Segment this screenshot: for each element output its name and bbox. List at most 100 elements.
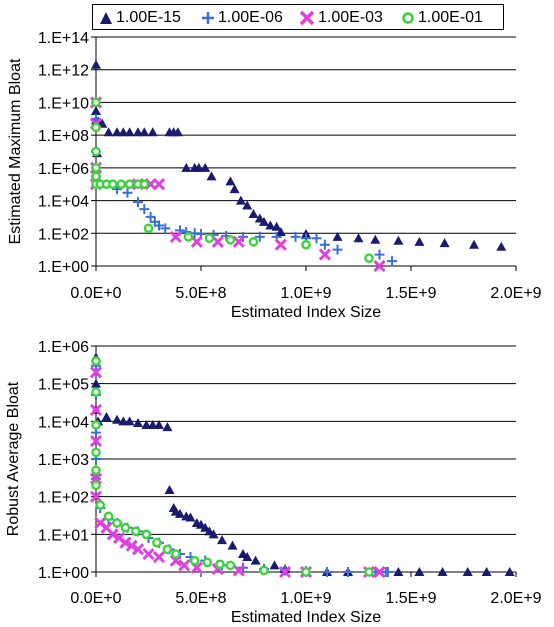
x-tick-label: 2.0E+9 xyxy=(490,590,541,607)
y-tick-label: 1.E+00 xyxy=(38,259,89,276)
legend-label: 1.00E-01 xyxy=(418,9,483,26)
data-point-x xyxy=(278,565,292,579)
data-point-triangle xyxy=(462,567,473,576)
data-point-plus xyxy=(332,244,343,255)
data-point-triangle xyxy=(124,416,135,426)
data-point-circle xyxy=(225,560,236,571)
data-point-circle xyxy=(202,557,213,568)
series-1.00E-03 xyxy=(89,366,386,579)
data-point-circle xyxy=(248,237,259,247)
y-tick-label: 1.E+03 xyxy=(38,452,89,469)
data-point-triangle xyxy=(141,419,152,429)
data-point-plus xyxy=(374,249,385,260)
data-point-plus xyxy=(133,197,143,208)
data-point-triangle xyxy=(437,567,448,576)
legend-item-3: 1.00E-03 xyxy=(299,8,383,28)
data-point-circle xyxy=(259,565,269,576)
data-point-triangle xyxy=(469,239,479,249)
data-point-circle xyxy=(91,387,101,397)
data-point-circle xyxy=(91,420,101,430)
data-point-triangle xyxy=(242,200,253,210)
data-point-triangle xyxy=(91,105,101,115)
data-point-triangle xyxy=(248,209,259,219)
data-point-triangle xyxy=(112,127,122,137)
data-point-circle xyxy=(124,179,135,190)
data-point-x xyxy=(119,536,132,549)
y-tick-label: 1.E+12 xyxy=(38,63,89,80)
y-axis-title: Robust Average Bloat xyxy=(5,381,22,536)
legend: 1.00E-15 1.00E-06 1.00E-03 1.00E-01 xyxy=(92,4,504,30)
data-point-circle xyxy=(364,253,374,263)
data-point-triangle xyxy=(118,127,129,137)
y-tick-label: 1.E+08 xyxy=(38,128,89,145)
data-point-triangle xyxy=(91,59,101,69)
data-point-circle xyxy=(91,163,101,173)
data-point-x xyxy=(373,565,386,579)
x-tick-label: 1.0E+9 xyxy=(280,590,331,607)
data-point-x xyxy=(89,403,103,417)
data-point-x xyxy=(152,550,166,564)
data-point-circle xyxy=(91,122,101,133)
data-point-x xyxy=(169,230,182,243)
data-point-x xyxy=(232,235,245,248)
data-point-triangle xyxy=(118,416,129,426)
data-point-circle xyxy=(139,179,150,190)
y-tick-label: 1.E+01 xyxy=(38,527,89,544)
data-point-triangle xyxy=(181,162,192,172)
data-point-x xyxy=(274,238,287,251)
data-point-triangle xyxy=(414,567,425,576)
data-point-x xyxy=(142,547,155,561)
data-point-triangle xyxy=(147,419,158,429)
data-point-circle xyxy=(108,179,118,190)
data-point-circle xyxy=(215,559,225,570)
x-axis-title: Estimated Index Size xyxy=(231,304,381,321)
data-point-circle xyxy=(120,522,131,533)
data-point-triangle xyxy=(133,418,143,428)
data-point-circle xyxy=(91,97,101,108)
data-point-circle xyxy=(189,555,200,566)
legend-label: 1.00E-06 xyxy=(218,9,283,26)
data-point-circle xyxy=(91,447,101,458)
data-point-circle xyxy=(91,171,101,182)
y-tick-label: 1.E+10 xyxy=(38,95,89,112)
data-point-triangle xyxy=(164,485,175,495)
data-point-plus xyxy=(290,231,301,242)
x-marker-icon xyxy=(299,10,315,26)
y-tick-label: 1.E+02 xyxy=(38,226,89,243)
data-point-triangle xyxy=(206,171,217,181)
data-point-triangle xyxy=(101,412,112,422)
y-tick-label: 1.E+06 xyxy=(38,161,89,178)
data-point-triangle xyxy=(225,176,236,186)
data-point-triangle xyxy=(265,220,276,230)
data-point-triangle xyxy=(259,216,269,226)
data-point-circle xyxy=(143,223,154,234)
data-point-triangle xyxy=(162,422,173,432)
y-tick-label: 1.E+05 xyxy=(38,377,89,394)
y-axis-title: Estimated Maximum Bloat xyxy=(7,58,24,244)
data-point-triangle xyxy=(91,378,101,388)
data-point-triangle xyxy=(112,414,122,424)
data-point-circle xyxy=(162,544,173,555)
data-point-circle xyxy=(103,511,114,522)
data-point-plus xyxy=(382,567,393,577)
data-point-x xyxy=(232,564,245,577)
series-1.00E-01 xyxy=(91,97,374,263)
data-point-x xyxy=(152,178,166,191)
data-point-triangle xyxy=(235,195,246,205)
plus-marker-icon xyxy=(202,12,214,24)
circle-marker-icon xyxy=(402,12,414,24)
data-point-x xyxy=(190,235,203,248)
data-point-triangle xyxy=(175,508,185,518)
chart-2: 1.E+00 1.E+01 1.E+02 1.E+03 1.E+04 1.E+05 1.E+… xyxy=(5,339,542,626)
legend-label: 1.00E-03 xyxy=(318,9,383,26)
data-point-circle xyxy=(301,567,311,577)
data-point-triangle xyxy=(370,234,381,244)
data-point-triangle xyxy=(139,127,150,137)
x-tick-label: 2.0E+9 xyxy=(490,285,541,302)
data-point-triangle xyxy=(414,236,425,246)
data-point-circle xyxy=(116,179,126,190)
data-point-triangle xyxy=(103,127,114,137)
data-point-circle xyxy=(204,233,215,244)
data-point-x xyxy=(89,434,103,448)
